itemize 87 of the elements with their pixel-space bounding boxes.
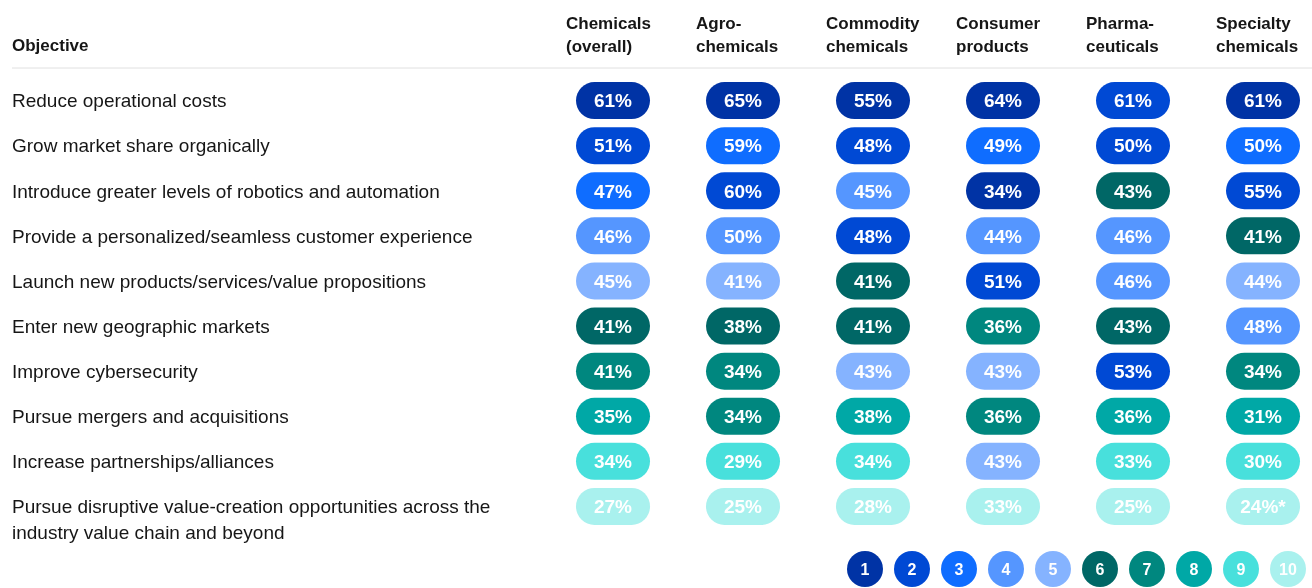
data-label: 44% bbox=[1243, 270, 1283, 292]
data-label: 30% bbox=[1243, 451, 1283, 473]
y-tick-label: Enter new geographic markets bbox=[12, 315, 270, 337]
text: 10 bbox=[1279, 560, 1297, 578]
data-label: 61% bbox=[1113, 90, 1153, 112]
data-label: 53% bbox=[1113, 360, 1153, 382]
data-label: 41% bbox=[593, 315, 633, 337]
text: 2 bbox=[907, 560, 917, 578]
data-label: 35% bbox=[593, 406, 633, 428]
data-label: 61% bbox=[1243, 90, 1283, 112]
data-label: 41% bbox=[1243, 225, 1283, 247]
data-label: 45% bbox=[593, 270, 633, 292]
y-tick-label: Improve cybersecurity bbox=[12, 360, 199, 382]
data-label: 43% bbox=[853, 360, 893, 382]
y-tick-label: Grow market share organically bbox=[12, 135, 271, 157]
data-label: 41% bbox=[853, 270, 893, 292]
data-label: 46% bbox=[1113, 270, 1153, 292]
text: 6 bbox=[1095, 560, 1105, 578]
data-label: 25% bbox=[723, 496, 763, 518]
data-label: 48% bbox=[853, 135, 893, 157]
y-tick-label: Pursue disruptive value-creation opportunities across the industry value chain and beyond bbox=[12, 496, 491, 544]
text: 4 bbox=[1001, 560, 1011, 578]
y-tick-label: Launch new products/services/value propositions bbox=[12, 270, 427, 292]
x-tick-label: Commodity chemicals bbox=[826, 14, 921, 56]
data-label: 55% bbox=[1243, 180, 1283, 202]
data-label: 41% bbox=[853, 315, 893, 337]
data-label: 41% bbox=[723, 270, 763, 292]
text: 5 bbox=[1048, 560, 1058, 578]
y-axis-title: Objective bbox=[12, 36, 89, 55]
data-label: 25% bbox=[1113, 496, 1153, 518]
data-label: 33% bbox=[983, 496, 1023, 518]
data-label: 36% bbox=[983, 406, 1023, 428]
data-label: 34% bbox=[1243, 360, 1283, 382]
y-tick-label: Pursue mergers and acquisitions bbox=[12, 406, 289, 428]
data-label: 34% bbox=[983, 180, 1023, 202]
data-label: 43% bbox=[983, 360, 1023, 382]
y-tick-label: Reduce operational costs bbox=[12, 90, 227, 112]
x-tick-label: Consumer products bbox=[956, 14, 1041, 56]
x-tick-label: Pharma-ceuticals bbox=[1086, 14, 1159, 56]
data-label: 51% bbox=[983, 270, 1023, 292]
data-label: 36% bbox=[1113, 406, 1153, 428]
data-label: 43% bbox=[1113, 315, 1153, 337]
y-tick-label: Provide a personalized/seamless customer experience bbox=[12, 225, 473, 247]
text: 8 bbox=[1189, 560, 1199, 578]
data-label: 41% bbox=[593, 360, 633, 382]
data-label: 36% bbox=[983, 315, 1023, 337]
data-label: 33% bbox=[1113, 451, 1153, 473]
data-label: 50% bbox=[1113, 135, 1153, 157]
data-label: 46% bbox=[1113, 225, 1153, 247]
text: 3 bbox=[954, 560, 964, 578]
data-label: 48% bbox=[853, 225, 893, 247]
data-label: 43% bbox=[1113, 180, 1153, 202]
text: 1 bbox=[860, 560, 870, 578]
data-label: 34% bbox=[723, 406, 763, 428]
data-label: 51% bbox=[593, 135, 633, 157]
data-label: 27% bbox=[593, 496, 633, 518]
data-label: 31% bbox=[1243, 406, 1283, 428]
data-label: 28% bbox=[853, 496, 893, 518]
data-label: 59% bbox=[723, 135, 763, 157]
data-label: 55% bbox=[853, 90, 893, 112]
data-label: 48% bbox=[1243, 315, 1283, 337]
text: 7 bbox=[1142, 560, 1152, 578]
data-label: 65% bbox=[723, 90, 763, 112]
x-tick-label: Specialty chemicals bbox=[1216, 14, 1299, 56]
y-tick-label: Increase partnerships/alliances bbox=[12, 451, 274, 473]
data-label: 34% bbox=[593, 451, 633, 473]
data-label: 34% bbox=[723, 360, 763, 382]
data-label: 38% bbox=[723, 315, 763, 337]
data-label: 47% bbox=[593, 180, 633, 202]
data-label: 60% bbox=[723, 180, 763, 202]
data-label: 61% bbox=[593, 90, 633, 112]
data-label: 49% bbox=[983, 135, 1023, 157]
x-tick-label: Chemicals (overall) bbox=[566, 14, 652, 56]
data-label: 38% bbox=[853, 406, 893, 428]
data-label: 46% bbox=[593, 225, 633, 247]
data-label: 50% bbox=[1243, 135, 1283, 157]
data-label: 24%* bbox=[1240, 496, 1287, 518]
data-label: 29% bbox=[723, 451, 763, 473]
text: 9 bbox=[1236, 560, 1246, 578]
data-label: 64% bbox=[983, 90, 1023, 112]
y-tick-label: Introduce greater levels of robotics and automation bbox=[12, 180, 440, 202]
data-label: 34% bbox=[853, 451, 893, 473]
data-label: 44% bbox=[983, 225, 1023, 247]
data-label: 43% bbox=[983, 451, 1023, 473]
x-tick-label: Agro-chemicals bbox=[696, 14, 779, 56]
data-label: 45% bbox=[853, 180, 893, 202]
data-label: 50% bbox=[723, 225, 763, 247]
